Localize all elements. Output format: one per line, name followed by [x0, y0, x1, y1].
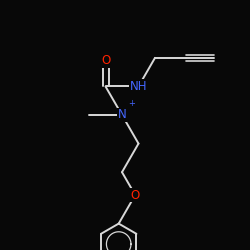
Text: O: O: [130, 188, 140, 202]
Text: O: O: [101, 54, 110, 67]
Text: N: N: [118, 108, 126, 122]
Text: +: +: [128, 99, 135, 108]
Text: NH: NH: [130, 80, 147, 93]
